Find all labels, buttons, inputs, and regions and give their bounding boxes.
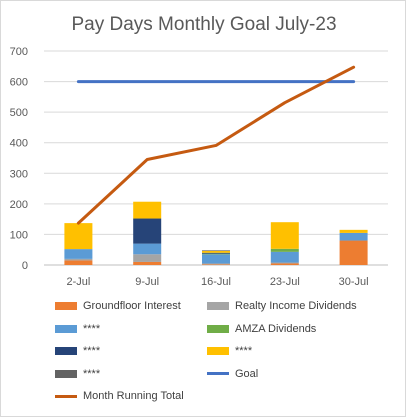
y-tick-label: 400 bbox=[10, 138, 28, 150]
y-tick-label: 200 bbox=[10, 199, 28, 211]
y-tick-label: 0 bbox=[22, 260, 28, 272]
bar-segment bbox=[64, 258, 93, 261]
bar-segment bbox=[270, 263, 299, 265]
bar-segment bbox=[270, 222, 299, 249]
bar-segment bbox=[202, 252, 230, 254]
bar-segment bbox=[339, 240, 368, 265]
y-tick-label: 300 bbox=[10, 168, 28, 180]
bar-segment bbox=[202, 250, 230, 251]
y-tick-label: 100 bbox=[10, 229, 28, 241]
bar-segment bbox=[339, 229, 368, 233]
bar-segment bbox=[133, 254, 162, 262]
bar-segment bbox=[202, 253, 230, 255]
series-line-month-running-total bbox=[76, 65, 356, 225]
bar-segment bbox=[270, 262, 299, 264]
bar-segment bbox=[133, 218, 162, 244]
x-tick-label: 9-Jul bbox=[135, 276, 159, 288]
x-tick-label: 16-Jul bbox=[201, 276, 231, 288]
bar-segment bbox=[202, 254, 230, 264]
y-tick-label: 500 bbox=[10, 107, 28, 119]
x-tick-label: 30-Jul bbox=[339, 276, 369, 288]
bar-segment bbox=[270, 248, 299, 252]
bar-segment bbox=[202, 264, 230, 265]
bar-segment bbox=[64, 260, 93, 265]
y-tick-label: 600 bbox=[10, 77, 28, 89]
bar-segment bbox=[64, 249, 93, 259]
bar-segment bbox=[339, 232, 368, 241]
y-tick-label: 700 bbox=[10, 46, 28, 58]
bar-segment bbox=[64, 223, 93, 250]
bar-segment bbox=[133, 261, 162, 265]
bar-segment bbox=[133, 201, 162, 219]
bar-segment bbox=[133, 243, 162, 255]
bar-segment bbox=[270, 251, 299, 263]
x-tick-label: 23-Jul bbox=[270, 276, 300, 288]
chart-title: Pay Days Monthly Goal July-23 bbox=[71, 14, 337, 35]
bar-segment bbox=[202, 250, 230, 253]
bar-segment bbox=[202, 263, 230, 265]
x-tick-label: 2-Jul bbox=[66, 276, 90, 288]
